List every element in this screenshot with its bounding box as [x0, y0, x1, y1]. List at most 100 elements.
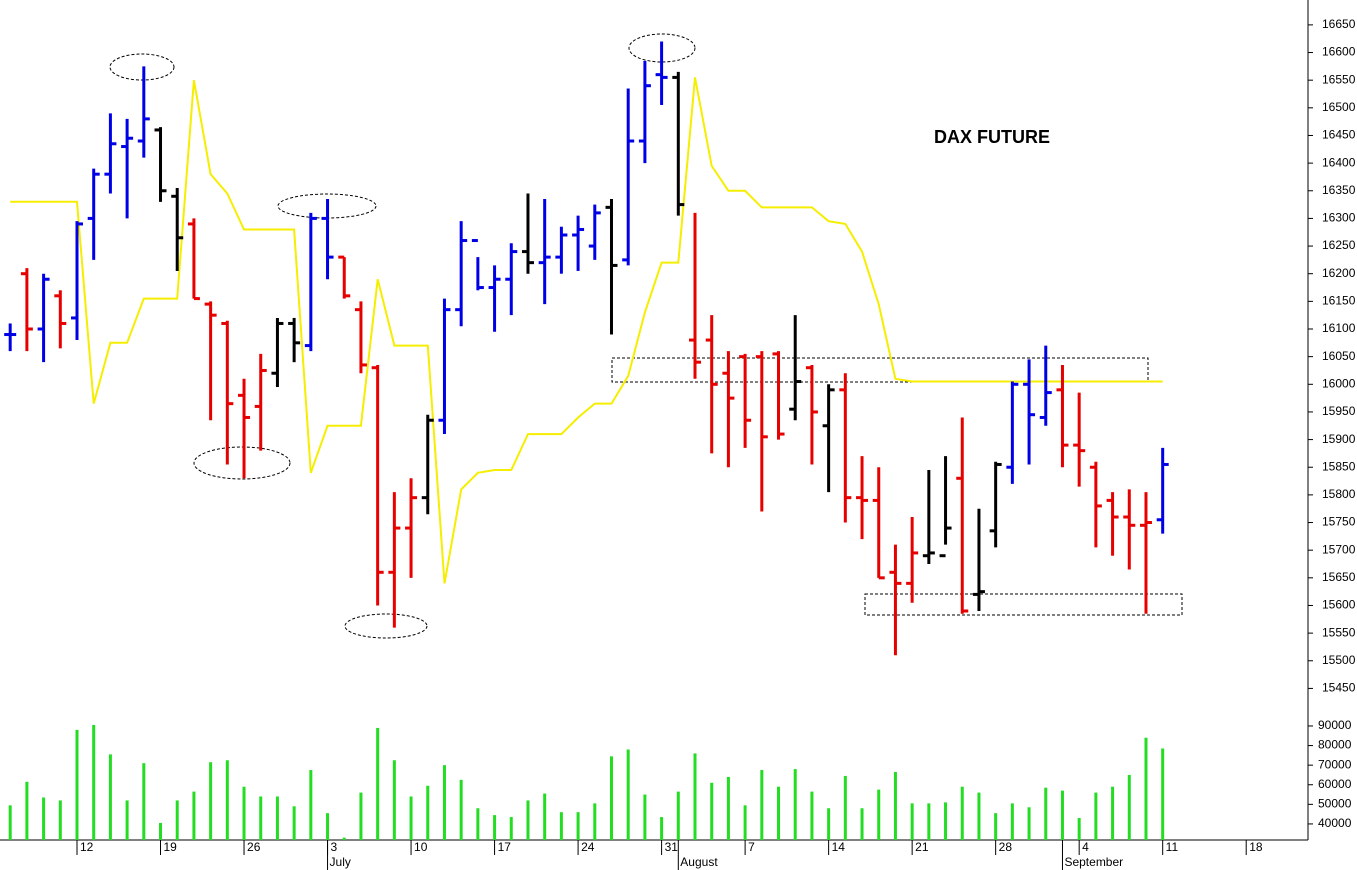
- ellipse: [628, 33, 696, 63]
- volume-bar: [977, 792, 981, 840]
- y-tick-label: 16600: [1322, 45, 1356, 59]
- y-tick-label: 15450: [1322, 681, 1356, 695]
- volume-bar: [1111, 786, 1115, 840]
- x-tick-label: 28: [999, 840, 1013, 854]
- volume-bar: [676, 791, 680, 840]
- y-tick-label: 16550: [1322, 72, 1356, 86]
- y-tick-label: 15950: [1322, 404, 1356, 418]
- x-tick-label: 11: [1166, 840, 1179, 854]
- volume-bar: [810, 791, 814, 840]
- volume-bar: [92, 724, 96, 840]
- volume-bar: [509, 817, 513, 840]
- volume-bar: [108, 754, 112, 840]
- volume-bar: [777, 786, 781, 840]
- volume-bar: [75, 729, 79, 840]
- box: [611, 357, 1149, 383]
- volume-bar: [643, 794, 647, 840]
- volume-bar: [493, 815, 497, 840]
- volume-bar: [726, 776, 730, 840]
- y-tick-label: 15600: [1322, 598, 1356, 612]
- volume-bar: [960, 786, 964, 840]
- volume-bar: [442, 765, 446, 840]
- x-tick-label: 31: [665, 840, 679, 854]
- volume-bar: [142, 763, 146, 840]
- volume-bar: [42, 797, 46, 840]
- volume-bar: [1027, 807, 1031, 840]
- volume-bar: [376, 727, 380, 840]
- volume-bar: [1127, 774, 1131, 840]
- ellipse: [344, 613, 428, 639]
- y-tick-label: 15850: [1322, 459, 1356, 473]
- volume-bar: [275, 796, 279, 840]
- volume-bar: [426, 785, 430, 840]
- volume-bar: [760, 770, 764, 840]
- y-tick-label: 80000: [1318, 738, 1352, 752]
- volume-bar: [1161, 748, 1165, 840]
- y-tick-label: 16300: [1322, 211, 1356, 225]
- y-tick-label: 40000: [1318, 816, 1352, 830]
- volume-bar: [927, 803, 931, 840]
- y-tick-label: 16650: [1322, 17, 1356, 31]
- volume-bar: [994, 813, 998, 840]
- y-tick-label: 15650: [1322, 570, 1356, 584]
- x-tick-label: 12: [80, 840, 94, 854]
- indicator-line: [10, 77, 1163, 584]
- x-tick-label: 18: [1249, 840, 1263, 854]
- x-tick-label: 3: [331, 840, 338, 854]
- y-tick-label: 16100: [1322, 321, 1356, 335]
- volume-bar: [526, 800, 530, 840]
- x-tick-label: 17: [498, 840, 512, 854]
- volume-bar: [559, 812, 563, 840]
- y-tick-label: 15750: [1322, 515, 1356, 529]
- volume-bar: [309, 770, 313, 840]
- volume-bar: [392, 760, 396, 840]
- volume-bar: [893, 772, 897, 840]
- volume-bar: [125, 800, 129, 840]
- volume-bar: [8, 805, 12, 840]
- y-tick-label: 70000: [1318, 757, 1352, 771]
- volume-bar: [326, 813, 330, 840]
- month-label: September: [1064, 855, 1123, 869]
- volume-bar: [910, 803, 914, 840]
- volume-bar: [25, 781, 29, 840]
- volume-bar: [543, 793, 547, 840]
- y-tick-label: 16000: [1322, 376, 1356, 390]
- volume-bar: [175, 800, 179, 840]
- y-tick-label: 50000: [1318, 797, 1352, 811]
- x-tick-label: 7: [748, 840, 755, 854]
- chart-title: DAX FUTURE: [934, 127, 1050, 147]
- volume-bar: [944, 802, 948, 840]
- volume-bar: [710, 782, 714, 840]
- volume-bar: [409, 796, 413, 840]
- month-label: August: [680, 855, 718, 869]
- box: [864, 593, 1183, 616]
- volume-bar: [793, 769, 797, 840]
- volume-bar: [292, 806, 296, 840]
- volume-bar: [259, 796, 263, 840]
- ellipse: [193, 446, 291, 480]
- volume-bar: [359, 792, 363, 840]
- y-tick-label: 90000: [1318, 718, 1352, 732]
- y-tick-label: 16150: [1322, 294, 1356, 308]
- y-tick-label: 15500: [1322, 653, 1356, 667]
- y-tick-label: 15700: [1322, 542, 1356, 556]
- volume-bar: [660, 817, 664, 840]
- volume-bar: [743, 805, 747, 840]
- volume-bar: [192, 791, 196, 840]
- annotations: [109, 33, 1183, 639]
- volume-bar: [693, 753, 697, 840]
- x-tick-label: 10: [414, 840, 428, 854]
- y-tick-label: 16450: [1322, 128, 1356, 142]
- volume-bar: [1060, 790, 1064, 840]
- volume-bar: [225, 760, 229, 840]
- x-tick-label: 21: [915, 840, 929, 854]
- x-tick-label: 26: [247, 840, 261, 854]
- y-tick-label: 16500: [1322, 100, 1356, 114]
- y-tick-label: 15800: [1322, 487, 1356, 501]
- y-tick-label: 16350: [1322, 183, 1356, 197]
- volume-bar: [1044, 787, 1048, 840]
- volume-bar: [58, 800, 62, 840]
- x-tick-label: 4: [1082, 840, 1089, 854]
